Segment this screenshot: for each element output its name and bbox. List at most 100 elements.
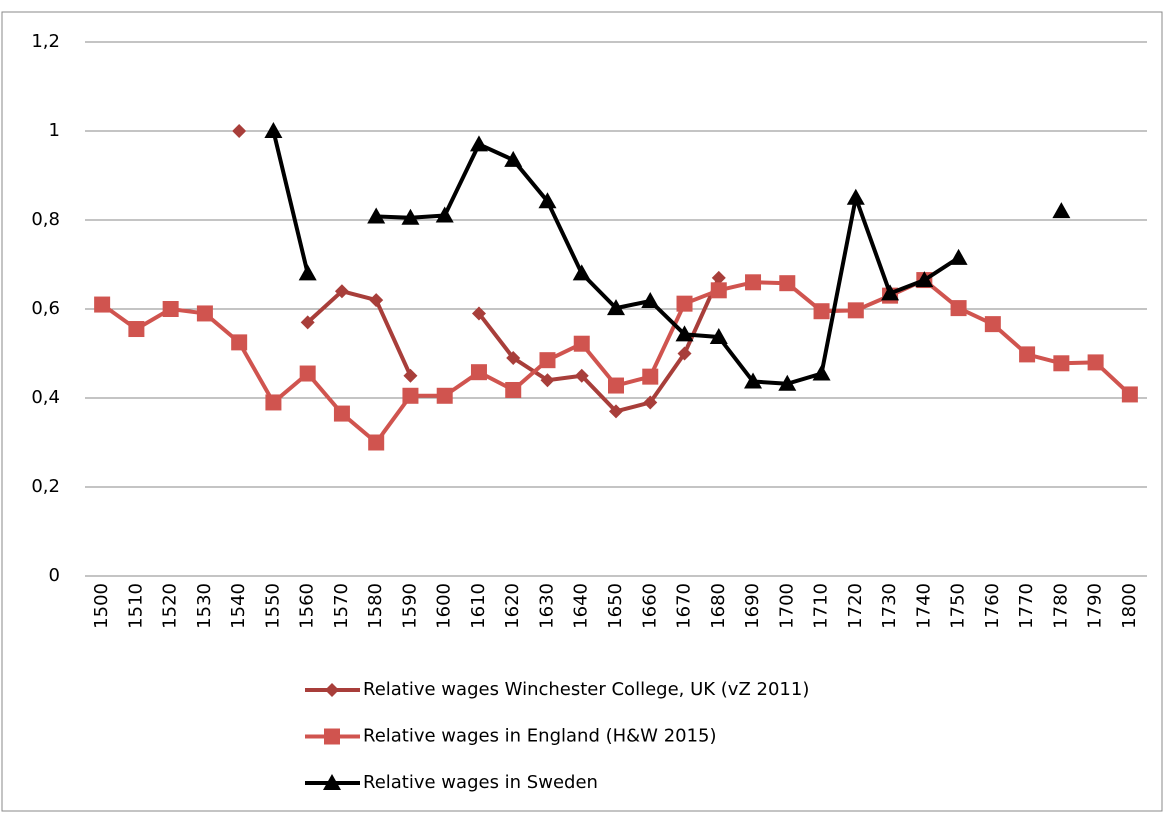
data-point xyxy=(709,328,728,345)
x-tick-label: 1730 xyxy=(879,583,900,629)
data-point xyxy=(607,299,625,316)
data-point xyxy=(812,364,831,381)
y-tick-label: 1,2 xyxy=(31,31,60,52)
data-point xyxy=(369,293,384,308)
data-point xyxy=(401,208,420,225)
data-point xyxy=(264,122,283,138)
data-point xyxy=(573,335,590,352)
data-point xyxy=(504,150,523,167)
x-tick-label: 1580 xyxy=(365,583,386,629)
x-tick-label: 1800 xyxy=(1119,583,1140,629)
data-point xyxy=(231,334,248,351)
x-tick-label: 1530 xyxy=(194,583,215,629)
x-tick-label: 1670 xyxy=(674,583,695,629)
x-tick-label: 1720 xyxy=(845,583,866,629)
y-tick-label: 0,2 xyxy=(31,476,60,497)
data-point xyxy=(641,291,660,308)
x-tick-label: 1600 xyxy=(434,583,455,629)
legend-swatch-marker xyxy=(323,774,341,790)
data-point xyxy=(505,381,522,398)
y-tick-label: 0,8 xyxy=(31,209,60,230)
data-point xyxy=(471,306,486,321)
data-point xyxy=(1019,346,1036,363)
data-point xyxy=(574,368,589,383)
y-tick-label: 0 xyxy=(49,565,60,586)
data-point xyxy=(334,284,349,299)
x-tick-label: 1520 xyxy=(160,583,181,629)
data-point xyxy=(368,434,385,451)
data-point xyxy=(196,305,213,322)
data-point xyxy=(435,206,454,223)
legend-swatch-marker xyxy=(325,683,339,697)
data-point xyxy=(94,296,111,313)
data-point xyxy=(367,207,386,224)
x-tick-label: 1750 xyxy=(948,583,969,629)
x-tick-label: 1660 xyxy=(639,583,660,629)
data-point xyxy=(677,346,692,361)
data-point xyxy=(298,264,317,281)
series-line xyxy=(273,131,1061,384)
data-point xyxy=(538,192,557,209)
data-point xyxy=(778,374,797,391)
data-point xyxy=(436,387,453,404)
x-tick-label: 1610 xyxy=(468,583,489,629)
data-point xyxy=(643,395,658,410)
data-point xyxy=(1053,355,1070,372)
data-point xyxy=(469,135,488,152)
data-point xyxy=(745,274,762,291)
data-point xyxy=(950,300,967,317)
data-point xyxy=(608,377,624,394)
x-tick-label: 1760 xyxy=(982,583,1003,629)
x-tick-label: 1570 xyxy=(331,583,352,629)
chart-frame xyxy=(1,11,1163,812)
legend-label: Relative wages in England (H&W 2015) xyxy=(363,726,717,747)
data-point xyxy=(572,264,591,281)
x-tick-label: 1770 xyxy=(1016,583,1037,629)
data-point xyxy=(162,301,179,317)
data-point xyxy=(403,368,418,383)
x-tick-label: 1740 xyxy=(913,583,934,629)
data-point xyxy=(984,316,1001,333)
data-point xyxy=(506,350,521,365)
data-point xyxy=(265,394,282,411)
data-point xyxy=(1087,354,1104,371)
y-tick-label: 1 xyxy=(49,120,60,141)
data-point xyxy=(232,124,247,138)
x-tick-label: 1590 xyxy=(399,583,420,629)
legend-swatch-marker xyxy=(324,728,340,745)
x-tick-label: 1640 xyxy=(571,583,592,629)
legend-label: Relative wages in Sweden xyxy=(363,772,598,793)
data-point xyxy=(710,282,727,299)
x-tick-label: 1710 xyxy=(811,583,832,629)
data-point xyxy=(609,404,623,419)
data-point xyxy=(949,248,968,265)
y-tick-label: 0,4 xyxy=(31,387,60,408)
data-point xyxy=(846,188,865,205)
data-point xyxy=(333,405,350,422)
x-tick-label: 1550 xyxy=(262,583,283,629)
legend-label: Relative wages Winchester College, UK (v… xyxy=(363,679,809,700)
data-point xyxy=(470,364,487,381)
data-point xyxy=(539,352,556,369)
data-point xyxy=(813,303,830,320)
data-point xyxy=(779,275,796,292)
data-point xyxy=(915,271,934,288)
x-tick-label: 1540 xyxy=(228,583,249,629)
data-point xyxy=(299,365,316,382)
data-point xyxy=(847,302,864,319)
y-tick-label: 0,6 xyxy=(31,298,60,319)
data-point xyxy=(540,373,555,388)
data-point xyxy=(881,284,900,301)
x-tick-label: 1630 xyxy=(536,583,557,629)
data-point xyxy=(642,368,659,385)
data-point xyxy=(711,270,726,285)
x-tick-label: 1500 xyxy=(91,583,112,629)
data-point xyxy=(676,295,693,312)
data-point xyxy=(300,315,315,330)
data-point xyxy=(128,321,145,338)
x-tick-label: 1700 xyxy=(776,583,797,629)
x-tick-label: 1790 xyxy=(1085,583,1106,629)
x-tick-label: 1620 xyxy=(502,583,523,629)
data-point xyxy=(1121,386,1138,403)
